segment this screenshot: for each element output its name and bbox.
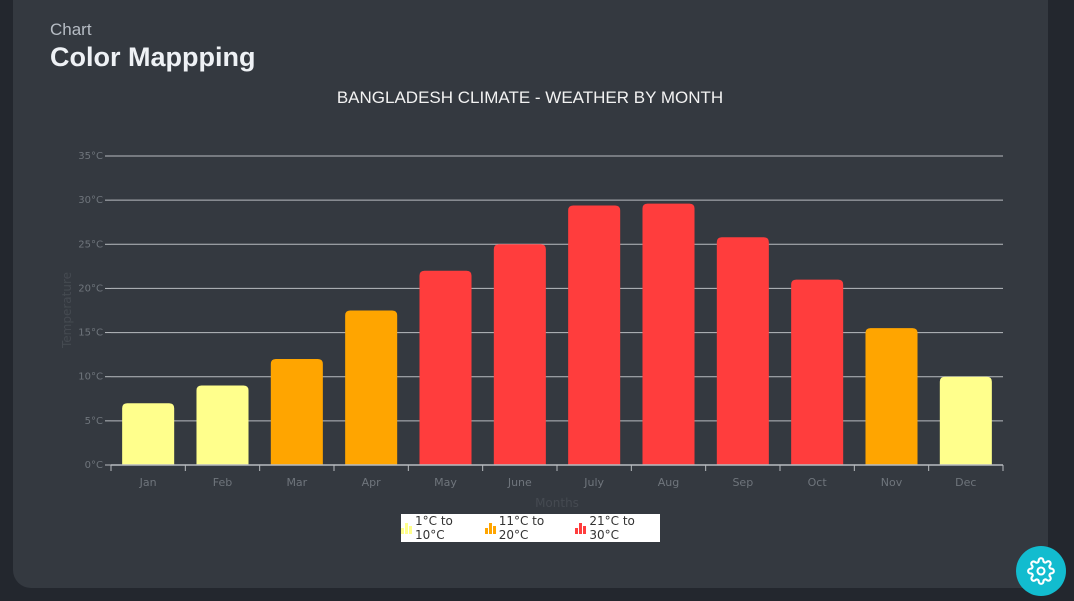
bar <box>939 376 992 465</box>
x-tick-label: May <box>434 476 457 489</box>
y-tick-label: 10°C <box>78 372 103 383</box>
x-tick-label: Aug <box>658 476 679 489</box>
x-tick-label: Apr <box>362 476 382 489</box>
bar <box>345 310 398 465</box>
bar <box>716 237 769 465</box>
bar <box>196 385 249 465</box>
bar <box>419 270 472 465</box>
x-tick-label: July <box>583 476 604 489</box>
y-tick-label: 0°C <box>85 460 103 471</box>
bar <box>642 203 695 465</box>
x-axis-title: Months <box>535 496 579 510</box>
chart-bars <box>110 203 1004 471</box>
x-tick-label: June <box>507 476 532 489</box>
settings-button[interactable] <box>1016 546 1066 596</box>
bar-chart-icon <box>484 522 496 534</box>
x-tick-label: Nov <box>881 476 903 489</box>
x-tick-label: Dec <box>955 476 976 489</box>
x-tick-label: Sep <box>732 476 753 489</box>
legend-item-high[interactable]: 21°C to 30°C <box>575 514 660 542</box>
x-tick-label: Jan <box>139 476 157 489</box>
x-tick-label: Oct <box>808 476 828 489</box>
legend-label-low: 1°C to 10°C <box>415 514 453 542</box>
bar <box>122 403 175 465</box>
y-tick-label: 25°C <box>78 239 103 250</box>
y-tick-label: 20°C <box>78 283 103 294</box>
y-tick-label: 35°C <box>78 151 103 162</box>
y-tick-label: 15°C <box>78 328 103 339</box>
bar <box>865 328 918 465</box>
legend-label-high: 21°C to 30°C <box>589 514 635 542</box>
x-tick-label: Mar <box>286 476 307 489</box>
legend-item-low[interactable]: 1°C to 10°C <box>401 514 479 542</box>
x-axis-labels: Jan Feb Mar Apr May June July Aug Sep Oct Nov Dec <box>139 476 977 489</box>
card-eyebrow: Chart <box>50 20 92 39</box>
y-tick-label: 30°C <box>78 195 103 206</box>
y-tick-label: 5°C <box>85 416 103 427</box>
y-axis-title: Temperature <box>60 272 74 349</box>
x-tick-label: Feb <box>213 476 232 489</box>
bar <box>493 244 546 465</box>
bar-chart-icon <box>401 522 412 534</box>
chart-title: BANGLADESH CLIMATE - WEATHER BY MONTH <box>336 88 724 107</box>
gear-icon <box>1027 557 1055 585</box>
legend-label-mid: 11°C to 20°C <box>498 514 545 542</box>
bar <box>270 359 323 465</box>
bar-chart-icon <box>575 522 587 534</box>
bar <box>568 205 621 465</box>
legend-item-mid[interactable]: 11°C to 20°C <box>484 514 570 542</box>
card-title: Color Mappping <box>50 42 256 72</box>
chart-legend[interactable]: 1°C to 10°C 11°C to 20°C 21°C to 30°C <box>401 514 660 542</box>
bar <box>791 279 844 465</box>
